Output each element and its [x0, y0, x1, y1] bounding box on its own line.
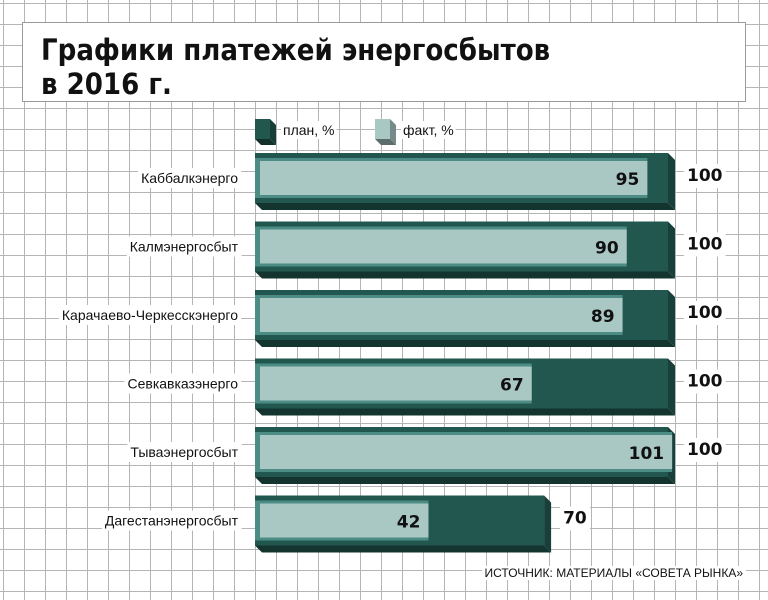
plan-bar-bottom — [255, 271, 675, 279]
plan-value-bg — [684, 232, 726, 257]
category-label-bg — [126, 236, 242, 257]
fact-value-label: 89 — [591, 307, 615, 327]
plan-value-bg — [684, 164, 726, 188]
title-box: Графики платежей энергосбытов в 2016 г. — [22, 22, 746, 102]
plan-value-bg — [560, 506, 590, 531]
plan-value-bg — [684, 438, 726, 462]
legend-swatch — [255, 119, 276, 145]
plan-bar-bottom — [255, 545, 552, 553]
plan-value-label: 100 — [687, 303, 723, 323]
plan-value-label: 70 — [563, 509, 587, 529]
legend: план, % факт, % — [255, 119, 456, 145]
bar-row: Дагестанэнергосбыт 70 42 — [101, 495, 590, 553]
fact-bar-face — [260, 298, 623, 332]
plan-bar-bottom — [255, 408, 675, 416]
plan-bar-bottom — [255, 477, 675, 484]
category-label-bg — [58, 305, 242, 325]
fact-bar-face — [260, 435, 673, 469]
chart-title: Графики платежей энергосбытов в 2016 г. — [41, 33, 550, 101]
plan-value-label: 100 — [687, 372, 723, 392]
legend-label: план, % — [283, 122, 335, 138]
plan-bar-bottom — [255, 340, 675, 347]
plan-bar-side — [668, 153, 675, 210]
category-label: Калмэнергосбыт — [130, 239, 239, 255]
fact-bar-face — [260, 503, 429, 538]
category-label-bg — [101, 510, 242, 531]
category-label-bg — [127, 442, 242, 462]
legend-fact: факт, % — [375, 119, 456, 145]
fact-bar: 90 — [255, 226, 627, 267]
fact-bar-face — [260, 161, 648, 195]
legend-label-bg — [281, 121, 337, 139]
category-label: Тываэнергосбыт — [130, 444, 238, 460]
plan-bar-side — [668, 358, 675, 416]
plan-value-bg — [684, 301, 726, 325]
category-label-bg — [124, 373, 242, 394]
plan-bar-bottom — [255, 203, 675, 210]
fact-value-label: 42 — [397, 513, 421, 533]
category-label: Дагестанэнергосбыт — [105, 513, 239, 529]
legend-plan: план, % — [255, 119, 337, 145]
fact-bar: 67 — [255, 363, 532, 404]
fact-bar: 95 — [255, 158, 648, 198]
fact-bar: 101 — [255, 432, 673, 472]
legend-swatch — [375, 119, 396, 145]
bar-row: Севкавказэнерго 100 67 — [124, 358, 726, 416]
chart-title-line-2: в 2016 г. — [41, 67, 172, 101]
chart-title-line-1: Графики платежей энергосбытов — [41, 33, 551, 67]
bar-row: Тываэнергосбыт 100 101 — [127, 427, 726, 484]
plan-value-bg — [684, 369, 726, 394]
fact-bar: 89 — [255, 295, 623, 335]
category-label: Севкавказэнерго — [127, 376, 238, 392]
fact-bar: 42 — [255, 500, 429, 541]
fact-bar-face — [260, 366, 532, 401]
bar-row: Карачаево-Черкесскэнерго 100 89 — [58, 290, 726, 347]
plan-bar-side — [668, 221, 675, 279]
plan-value-label: 100 — [687, 440, 723, 460]
plan-value-label: 100 — [687, 235, 723, 255]
bar-row: Калмэнергосбыт 100 90 — [126, 221, 726, 279]
source-note: ИСТОЧНИК: МАТЕРИАЛЫ «СОВЕТА РЫНКА» — [481, 566, 746, 580]
plan-bar-side — [544, 495, 552, 553]
plan-bar-side — [668, 290, 675, 347]
category-label: Каббалкэнерго — [141, 170, 238, 186]
category-label-bg — [138, 168, 242, 188]
fact-value-label: 67 — [500, 376, 524, 396]
category-label: Карачаево-Черкесскэнерго — [62, 307, 238, 323]
fact-value-label: 95 — [616, 170, 640, 190]
bars: Каббалкэнерго 100 95 Калмэнергосбыт 100 90 Кар… — [58, 153, 726, 553]
legend-label: факт, % — [403, 122, 454, 138]
fact-value-label: 101 — [629, 444, 665, 464]
legend-label-bg — [401, 121, 456, 139]
plan-value-label: 100 — [687, 166, 723, 186]
bar-row: Каббалкэнерго 100 95 — [138, 153, 726, 210]
fact-bar-face — [260, 229, 627, 264]
fact-value-label: 90 — [595, 239, 619, 259]
